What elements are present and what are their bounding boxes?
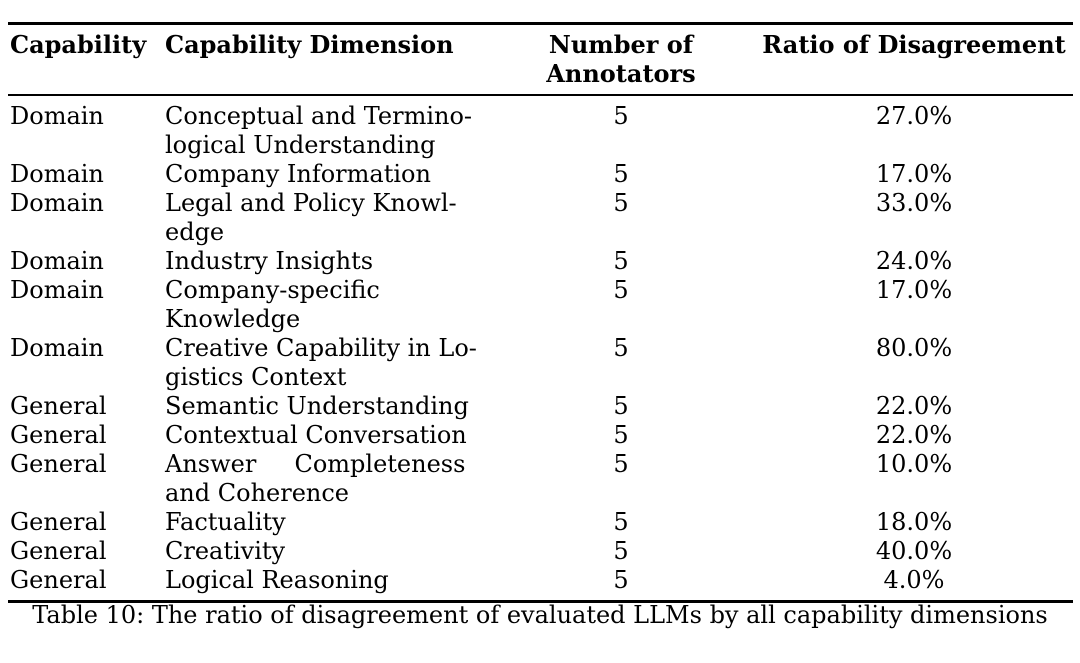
cell-dimension: Industry Insights [165,247,374,275]
table-row: Domain Conceptual and Termino- logical U… [8,95,1073,160]
cell-disagreement: 17.0% [875,160,953,188]
cell-annotators: 5 [613,537,629,565]
cell-annotators: 5 [613,276,629,304]
cell-annotators: 5 [613,450,629,478]
cell-dimension: Logical Reasoning [165,566,389,594]
cell-disagreement: 4.0% [883,566,945,594]
table-row: General Semantic Understanding 5 22.0% [8,392,1073,421]
table-row: General Contextual Conversation 5 22.0% [8,421,1073,450]
cell-capability: Domain [10,160,104,188]
cell-annotators: 5 [613,334,629,362]
cell-capability: Domain [10,189,104,217]
table-caption: Table 10: The ratio of disagreement of e… [32,601,1048,629]
cell-disagreement: 18.0% [875,508,953,536]
table-header: Capability Capability Dimension Number o… [8,23,1073,95]
cell-capability: Domain [10,102,104,130]
cell-disagreement: 17.0% [875,276,953,304]
cell-capability: Domain [10,247,104,275]
cell-dimension: Company-specific Knowledge [165,276,380,333]
cell-capability: General [10,421,107,449]
col-header-capability: Capability [10,30,147,59]
table-row: Domain Legal and Policy Knowl- edge 5 33… [8,189,1073,247]
header-row: Capability Capability Dimension Number o… [8,23,1073,95]
cell-annotators: 5 [613,189,629,217]
col-header-annotators: Number of Annotators [546,30,696,88]
cell-annotators: 5 [613,247,629,275]
cell-disagreement: 27.0% [875,102,953,130]
cell-capability: General [10,450,107,478]
cell-dimension: Company Information [165,160,431,188]
cell-dimension: Factuality [165,508,286,536]
cell-dimension: Creativity [165,537,286,565]
table-row: Domain Company-specific Knowledge 5 17.0… [8,276,1073,334]
cell-dimension: Conceptual and Termino- logical Understa… [165,102,473,159]
cell-capability: Domain [10,334,104,362]
cell-annotators: 5 [613,392,629,420]
table-row: Domain Creative Capability in Lo- gistic… [8,334,1073,392]
col-header-dimension: Capability Dimension [165,30,454,59]
table-body: Domain Conceptual and Termino- logical U… [8,95,1073,602]
col-header-disagreement: Ratio of Disagreement [762,30,1066,59]
cell-dimension: Contextual Conversation [165,421,467,449]
table-row: General Answer Completeness and Coherenc… [8,450,1073,508]
cell-annotators: 5 [613,421,629,449]
cell-disagreement: 24.0% [875,247,953,275]
cell-capability: General [10,508,107,536]
table-row: Domain Company Information 5 17.0% [8,160,1073,189]
cell-dimension: Creative Capability in Lo- gistics Conte… [165,334,477,391]
cell-disagreement: 40.0% [875,537,953,565]
table-row: General Logical Reasoning 5 4.0% [8,566,1073,602]
cell-dimension: Semantic Understanding [165,392,469,420]
cell-capability: Domain [10,276,104,304]
cell-annotators: 5 [613,508,629,536]
cell-annotators: 5 [613,160,629,188]
disagreement-table: Capability Capability Dimension Number o… [8,22,1073,603]
table-row: General Creativity 5 40.0% [8,537,1073,566]
cell-annotators: 5 [613,566,629,594]
table-row: Domain Industry Insights 5 24.0% [8,247,1073,276]
cell-disagreement: 22.0% [875,421,953,449]
cell-dimension: Answer Completeness and Coherence [165,450,466,507]
cell-dimension: Legal and Policy Knowl- edge [165,189,457,246]
cell-disagreement: 22.0% [875,392,953,420]
table-row: General Factuality 5 18.0% [8,508,1073,537]
cell-disagreement: 10.0% [875,450,953,478]
cell-capability: General [10,537,107,565]
cell-disagreement: 33.0% [875,189,953,217]
cell-disagreement: 80.0% [875,334,953,362]
cell-annotators: 5 [613,102,629,130]
cell-capability: General [10,566,107,594]
cell-capability: General [10,392,107,420]
